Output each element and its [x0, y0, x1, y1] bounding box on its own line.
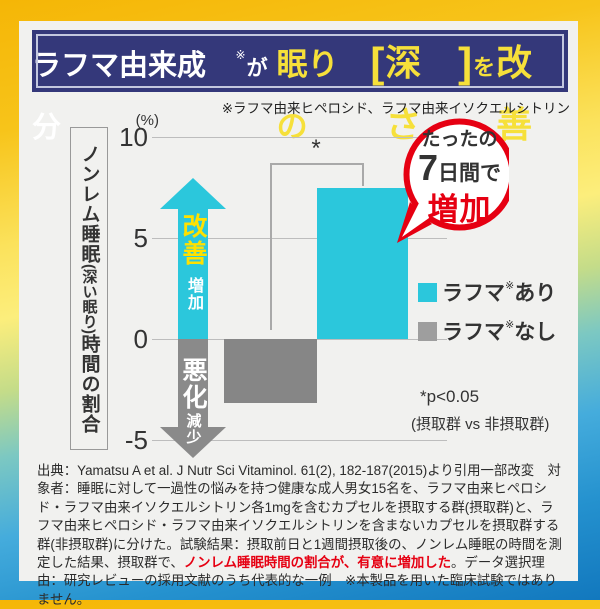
legend-swatch-cyan	[418, 282, 437, 302]
worsen-label: 悪化	[179, 357, 207, 411]
decrease-label: 減少	[184, 413, 202, 445]
bubble-line-1: たったの	[421, 129, 498, 150]
worsen-arrow-head	[160, 427, 226, 458]
legend-item-nashi: ラフマ ※ なし	[418, 316, 556, 346]
bracket-left: [	[370, 39, 385, 86]
comparison-note: (摂取群 vs 非摂取群)	[411, 416, 550, 433]
gridline-5	[152, 238, 447, 239]
page-title-yellow-1: 眠りの	[276, 47, 339, 144]
source-tail: 。データ選択理由：研究レビューの採用文献のうち代表的な一例 ※本製品を用いた臨床…	[37, 555, 558, 607]
page-title-particle: が	[246, 57, 268, 80]
gridline-minus5	[152, 440, 447, 441]
callout-bubble-shape	[397, 118, 509, 243]
bracket-right: ]	[458, 39, 473, 86]
bar-rafuma-nashi	[224, 339, 317, 403]
p-value-note: *p<0.05	[420, 387, 480, 406]
tick-label-10: 10	[119, 122, 148, 152]
y-axis-label-box: ノンレム睡眠(深い眠り)時間の割合	[70, 127, 108, 450]
improve-arrow-shaft	[178, 208, 208, 339]
y-axis-label: ノンレム睡眠(深い眠り)時間の割合	[78, 143, 100, 434]
page-title-emphasis: 深さ	[385, 42, 422, 145]
bar-rafuma-ari	[317, 188, 408, 339]
tick-label-0: 0	[133, 324, 148, 354]
page-title-white: ラフマ由来成分	[32, 50, 207, 144]
bubble-circle	[403, 118, 509, 231]
page-title-yellow-3: 改善	[496, 42, 533, 145]
source-highlight: ノンレム睡眠時間の割合が、有意に増加した	[183, 555, 452, 571]
legend-item-ari: ラフマ ※ あり	[418, 277, 556, 307]
improve-label: 改善	[179, 213, 207, 267]
bubble-increase-label: 増加	[427, 192, 492, 227]
tick-label-5: 5	[133, 223, 148, 253]
callout-bubble-text: たったの 7日間で 増加	[403, 128, 516, 226]
header-banner: ラフマ由来成分 ※ が 眠りの [ 深さ ] を 改善	[32, 30, 568, 145]
content-card: ラフマ由来成分 ※ が 眠りの [ 深さ ] を 改善 ※ラフマ由来ヒペロシド、…	[19, 21, 578, 607]
bubble-tail-fill	[402, 195, 439, 237]
ingredient-note: ※ラフマ由来ヒペロシド、ラフマ由来イソクエルシトリン	[221, 101, 570, 116]
significance-bracket-left	[270, 163, 272, 330]
legend-swatch-gray	[418, 321, 437, 341]
bubble-day-count: 7	[417, 147, 439, 188]
source-text: 出典：Yamatsu A et al. J Nutr Sci Vitaminol…	[37, 462, 566, 609]
gridline-10	[152, 137, 447, 138]
page-title-yellow-2: を	[473, 55, 496, 80]
improve-arrow-head	[160, 178, 226, 209]
bubble-line-2: 7日間で	[417, 147, 502, 188]
title-asterisk: ※	[235, 48, 246, 62]
source-main: 出典：Yamatsu A et al. J Nutr Sci Vitaminol…	[37, 463, 562, 571]
legend: ラフマ ※ あり ラフマ ※ なし	[418, 277, 556, 355]
worsen-arrow-shaft	[178, 339, 208, 428]
significance-bracket-top	[270, 163, 362, 165]
banner-inner-border	[36, 34, 564, 88]
significance-bracket-right	[362, 163, 364, 186]
tick-label-minus5: -5	[124, 425, 148, 455]
significance-star: *	[311, 135, 321, 162]
axis-unit-label: (%)	[135, 112, 159, 129]
increase-label: 増加	[185, 277, 202, 311]
